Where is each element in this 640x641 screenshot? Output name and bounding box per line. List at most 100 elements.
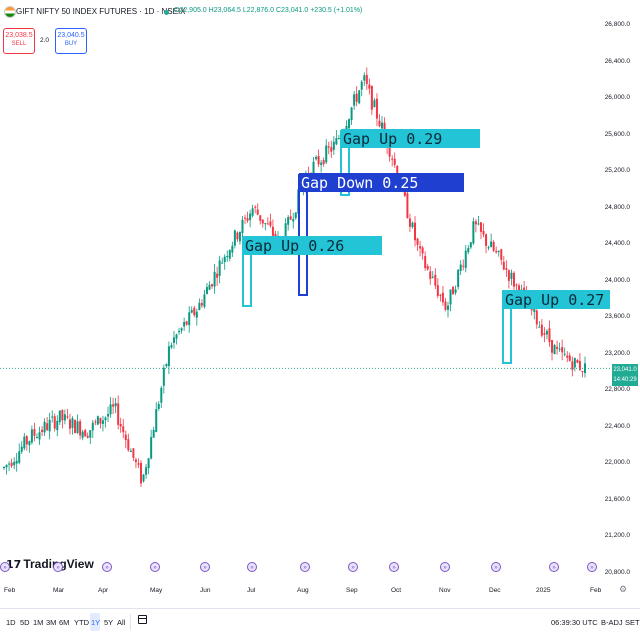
symbol-title[interactable]: GIFT NIFTY 50 INDEX FUTURES · 1D · NSEIX (16, 7, 186, 16)
range-button-5d[interactable]: 5D (20, 618, 30, 627)
candle-body (205, 287, 208, 294)
candle-body (3, 466, 5, 469)
candle-body (114, 403, 117, 407)
candle-body (487, 247, 490, 249)
gap-label: Gap Up 0.26 (245, 237, 344, 255)
candle-body (167, 346, 170, 367)
candle-body (393, 158, 396, 165)
range-button-3m[interactable]: 3M (46, 618, 57, 627)
range-button-1d[interactable]: 1D (6, 618, 16, 627)
candle-body (551, 340, 554, 353)
range-button-5y[interactable]: 5Y (104, 618, 114, 627)
candle-body (457, 269, 460, 287)
candle-body (251, 208, 254, 216)
candle-body (556, 346, 559, 349)
event-marker-icon[interactable]: » (300, 562, 310, 572)
event-marker-icon[interactable]: » (587, 562, 597, 572)
last-price-tag: 23,041.0 14:40:29 (612, 364, 638, 386)
range-button-1y[interactable]: 1Y (91, 618, 101, 627)
gap-label-bg (243, 236, 382, 255)
candle-body (284, 223, 287, 248)
event-marker-icon[interactable]: » (348, 562, 358, 572)
session-toggle[interactable]: SET (625, 618, 640, 627)
event-marker-icon[interactable]: » (247, 562, 257, 572)
sell-label: SELL (11, 41, 27, 47)
candle-body (91, 422, 94, 431)
candle-body (86, 435, 89, 438)
candle-body (335, 138, 338, 145)
price-axis-label: 25,200.0 (604, 167, 630, 175)
event-marker-icon[interactable]: » (389, 562, 399, 572)
event-marker-icon[interactable]: » (200, 562, 210, 572)
range-button-6m[interactable]: 6M (59, 618, 70, 627)
event-marker-icon[interactable]: » (491, 562, 501, 572)
candle-body (348, 119, 351, 129)
candle-body (449, 289, 452, 305)
candle-body (68, 419, 71, 429)
price-axis-label: 23,600.0 (604, 313, 630, 321)
candle-body (472, 221, 475, 244)
time-axis-label: Jul (247, 587, 256, 594)
candle-body (434, 274, 437, 286)
candle-body (238, 232, 241, 242)
candle-body (162, 367, 165, 386)
event-marker-icon[interactable]: » (150, 562, 160, 572)
candle-body (46, 423, 49, 431)
tradingview-logo[interactable]: 𝟭𝟳TradingView (6, 557, 94, 571)
candle-body (246, 218, 249, 221)
candle-body (388, 146, 391, 157)
buy-price: 23,040.5 (57, 32, 85, 39)
india-flag-icon (4, 6, 16, 18)
candle-body (127, 439, 130, 451)
time-axis-label: Dec (489, 587, 501, 594)
candle-body (441, 292, 444, 303)
candle-body (492, 241, 495, 251)
time-axis-label: 2025 (536, 587, 551, 594)
chart-header: GIFT NIFTY 50 INDEX FUTURES · 1D · NSEIX… (0, 0, 610, 56)
axis-settings-icon[interactable]: ⚙ (619, 584, 628, 594)
candle-body (30, 429, 33, 443)
candle-body (107, 414, 110, 417)
adjustment-toggle[interactable]: B-ADJ (601, 618, 623, 627)
buy-button[interactable]: 23,040.5 BUY (55, 28, 87, 54)
sell-button[interactable]: 23,038.5 SELL (3, 28, 35, 54)
calendar-icon[interactable] (138, 615, 147, 624)
candle-body (269, 221, 272, 226)
candle-body (322, 160, 325, 165)
candle-body (292, 219, 295, 222)
candle-body (244, 217, 247, 219)
price-axis-label: 20,800.0 (604, 569, 630, 576)
event-marker-icon[interactable]: » (549, 562, 559, 572)
candle-body (533, 308, 536, 312)
utc-clock[interactable]: 06:39:30 UTC (551, 618, 598, 627)
candle-body (104, 417, 107, 421)
event-marker-icon[interactable]: » (0, 562, 10, 572)
candlestick-chart[interactable]: Gap Up 0.29 Gap Down 0.25 Gap Up 0.26 Gap U… (0, 0, 610, 600)
range-button-all[interactable]: All (117, 618, 126, 627)
range-button-ytd[interactable]: YTD (74, 618, 89, 627)
candle-body (320, 162, 323, 165)
candle-body (353, 94, 356, 106)
candle-body (515, 284, 518, 286)
range-button-1m[interactable]: 1M (33, 618, 44, 627)
event-marker-icon[interactable]: » (53, 562, 63, 572)
time-axis-label: Feb (4, 587, 16, 594)
event-marker-icon[interactable]: » (102, 562, 112, 572)
candle-body (71, 418, 74, 428)
candle-body (178, 330, 181, 333)
market-status-dot (164, 10, 169, 15)
candle-body (56, 420, 59, 431)
candle-body (452, 286, 455, 295)
candle-body (436, 285, 439, 296)
candle-body (421, 247, 424, 254)
candle-body (459, 264, 462, 271)
candle-body (8, 463, 11, 465)
sell-price: 23,038.5 (5, 32, 33, 39)
candle-body (350, 107, 353, 121)
candle-body (208, 284, 211, 290)
candle-body (424, 256, 427, 269)
candle-body (411, 222, 414, 228)
candle-body (58, 410, 61, 423)
candle-body (368, 84, 371, 89)
event-marker-icon[interactable]: » (440, 562, 450, 572)
